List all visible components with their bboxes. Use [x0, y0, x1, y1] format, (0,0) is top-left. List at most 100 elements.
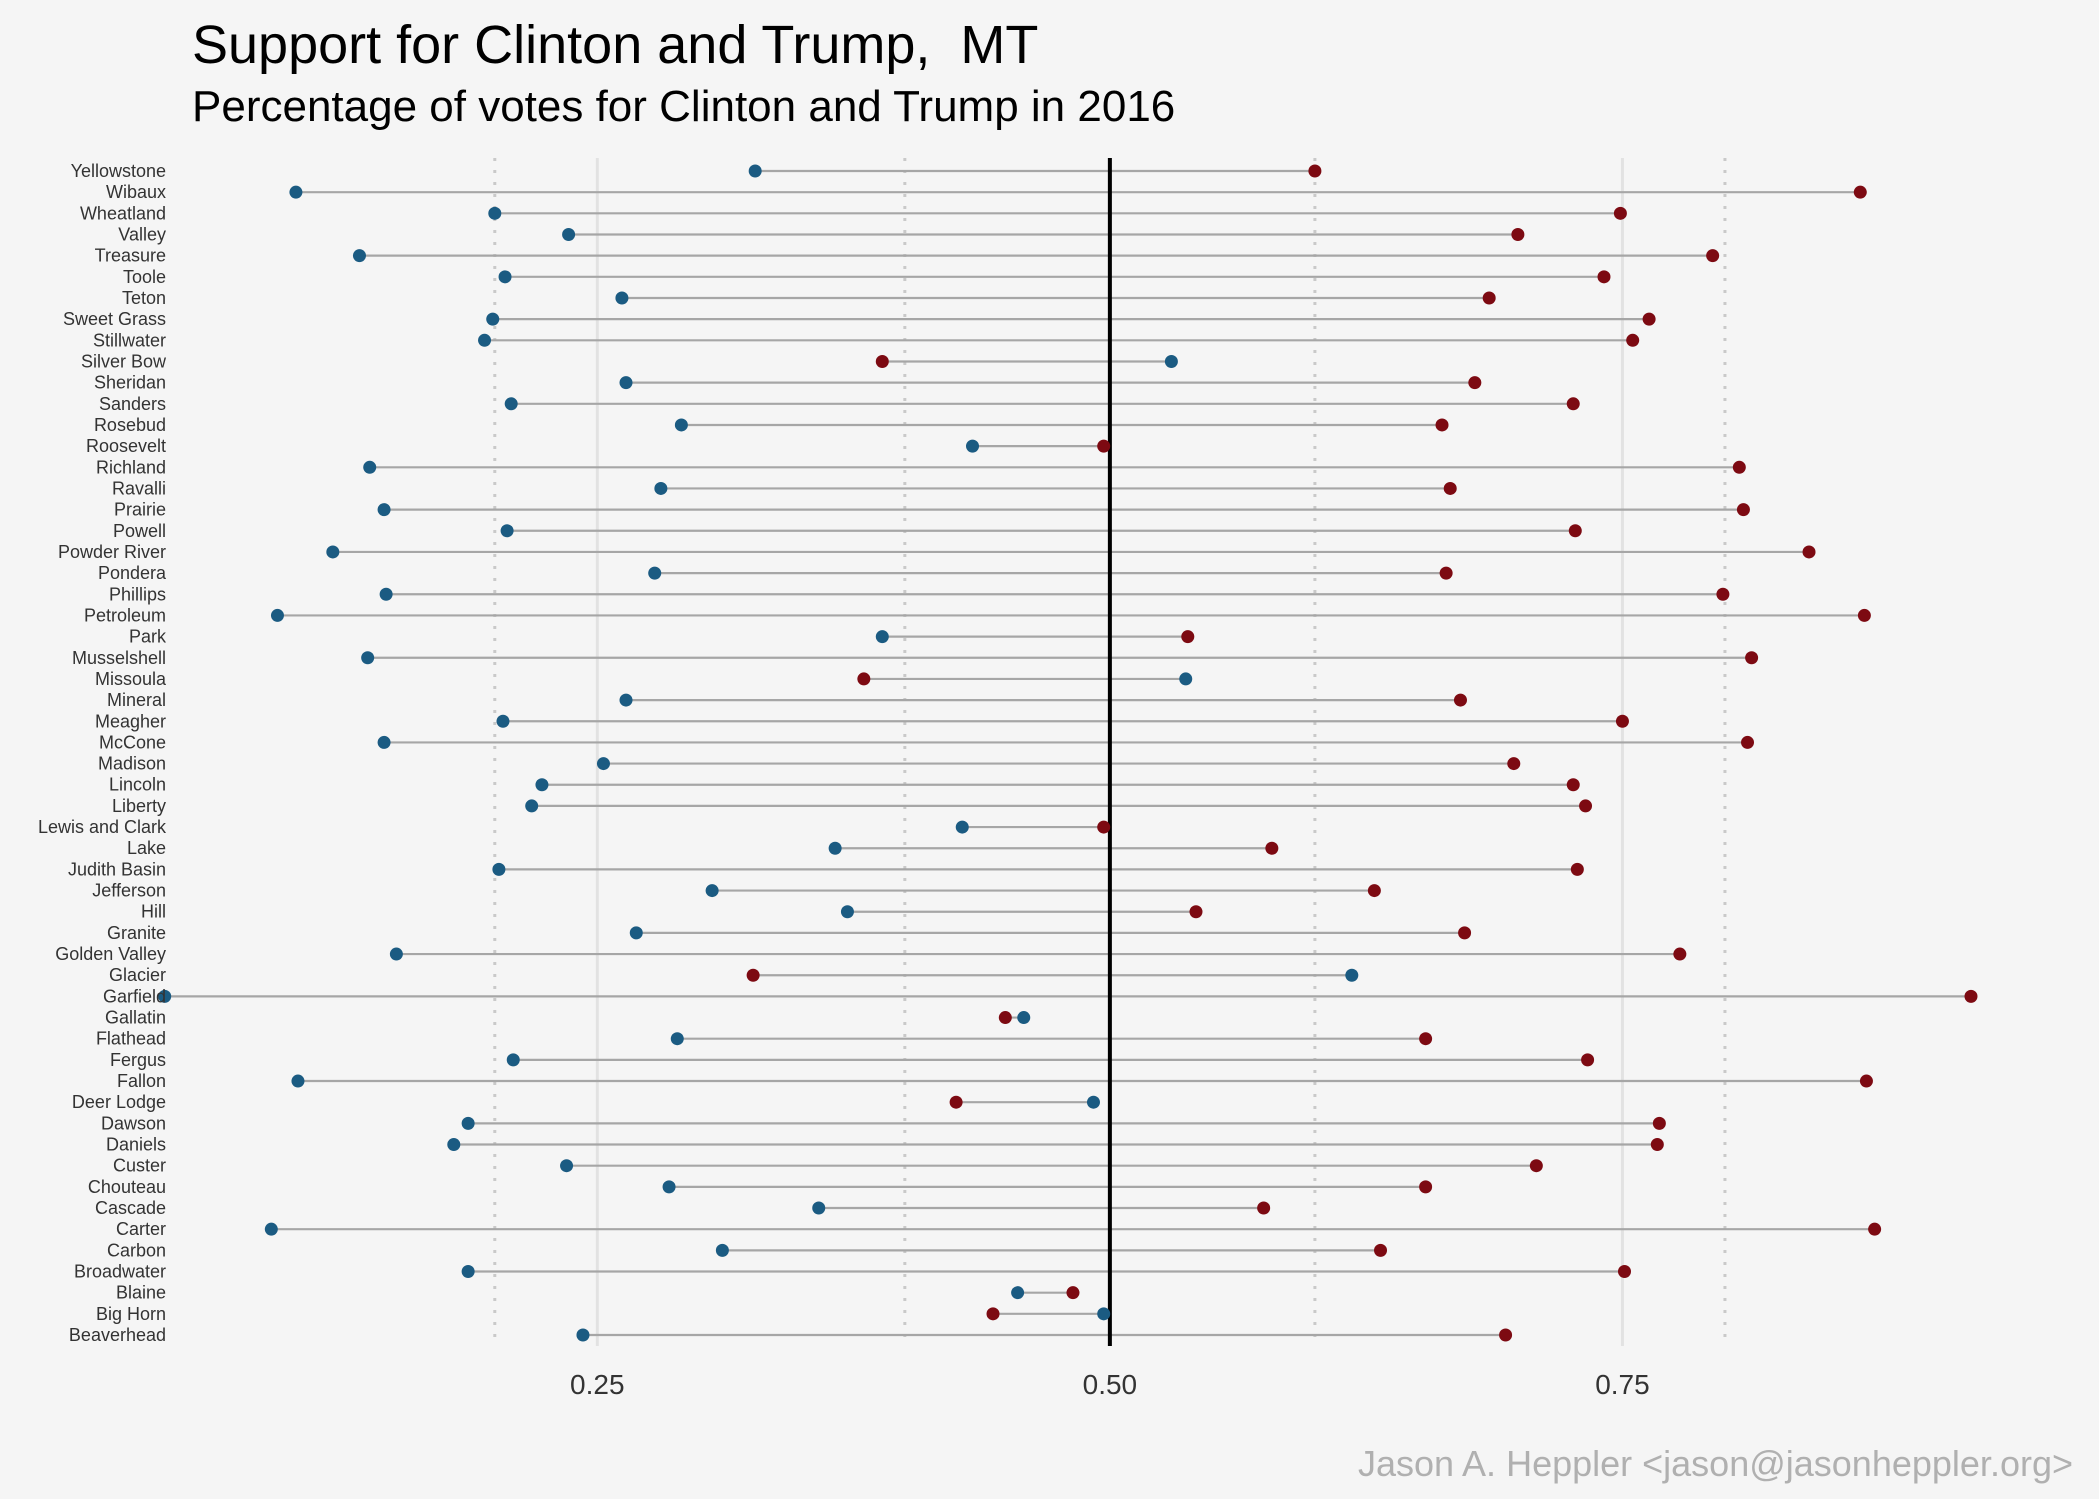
county-label: Blaine	[116, 1283, 166, 1303]
trump-point	[1732, 460, 1746, 474]
county-label: Powell	[113, 521, 166, 541]
clinton-point	[576, 1328, 590, 1342]
clinton-point	[326, 545, 340, 559]
clinton-point	[1345, 968, 1359, 982]
clinton-point	[352, 249, 366, 263]
trump-point	[1853, 185, 1867, 199]
clinton-point	[506, 1053, 520, 1067]
county-label: Richland	[96, 457, 166, 477]
trump-point	[1097, 439, 1111, 453]
clinton-point	[525, 799, 539, 813]
clinton-point	[498, 270, 512, 284]
trump-point	[1308, 164, 1322, 178]
trump-point	[1741, 735, 1755, 749]
county-label: Beaverhead	[69, 1325, 166, 1345]
clinton-point	[492, 862, 506, 876]
clinton-point	[1011, 1286, 1025, 1300]
trump-point	[1419, 1032, 1433, 1046]
clinton-point	[496, 714, 510, 728]
county-label: Valley	[118, 224, 166, 244]
clinton-point	[504, 397, 518, 411]
trump-point	[857, 672, 871, 686]
x-tick-label-layer: 0.25 0.50 0.75	[570, 1369, 1650, 1400]
clinton-point	[461, 1116, 475, 1130]
county-label: Broadwater	[74, 1262, 166, 1282]
county-label: Mineral	[107, 690, 166, 710]
trump-point	[1706, 249, 1720, 263]
clinton-point	[619, 693, 633, 707]
trump-point	[1374, 1243, 1388, 1257]
clinton-point	[955, 820, 969, 834]
county-label: Rosebud	[94, 415, 166, 435]
clinton-point	[674, 418, 688, 432]
county-label: Carbon	[107, 1240, 166, 1260]
clinton-point	[377, 735, 391, 749]
clinton-point	[377, 503, 391, 517]
x-tick-label: 0.25	[570, 1369, 625, 1400]
county-label: Golden Valley	[55, 944, 166, 964]
trump-point	[1581, 1053, 1595, 1067]
trump-point	[1745, 651, 1759, 665]
trump-point	[875, 354, 889, 368]
county-label: Fergus	[110, 1050, 166, 1070]
trump-point	[1435, 418, 1449, 432]
county-label: Granite	[107, 923, 166, 943]
clinton-point	[615, 291, 629, 305]
point-layer	[158, 164, 1978, 1342]
clinton-point	[270, 608, 284, 622]
trump-point	[1613, 206, 1627, 220]
trump-point	[1439, 566, 1453, 580]
county-label: Missoula	[95, 669, 167, 689]
clinton-point	[1017, 1011, 1031, 1025]
trump-point	[1511, 227, 1525, 241]
clinton-point	[389, 947, 403, 961]
chart-subtitle: Percentage of votes for Clinton and Trum…	[192, 82, 1176, 131]
county-label: Hill	[141, 902, 166, 922]
county-label: Musselshell	[72, 648, 166, 668]
county-label: Meagher	[95, 711, 166, 731]
county-label: Garfield	[103, 986, 166, 1006]
county-label: Treasure	[95, 246, 166, 266]
clinton-point	[966, 439, 980, 453]
trump-point	[1859, 1074, 1873, 1088]
county-label: Lincoln	[109, 775, 166, 795]
county-label: Stillwater	[93, 330, 166, 350]
county-label: Wheatland	[80, 203, 166, 223]
clinton-point	[562, 227, 576, 241]
county-label: Sheridan	[94, 373, 166, 393]
trump-point	[1507, 757, 1521, 771]
county-label: Cascade	[95, 1198, 166, 1218]
trump-point	[1615, 714, 1629, 728]
county-label: Lewis and Clark	[38, 817, 167, 837]
clinton-point	[560, 1159, 574, 1173]
clinton-point	[654, 481, 668, 495]
county-label: Custer	[113, 1156, 166, 1176]
county-label: Toole	[123, 267, 166, 287]
trump-point	[1458, 926, 1472, 940]
clinton-point	[289, 185, 303, 199]
clinton-point	[629, 926, 643, 940]
county-label: Roosevelt	[86, 436, 166, 456]
clinton-point	[363, 460, 377, 474]
county-label: Pondera	[98, 563, 167, 583]
category-label-layer: YellowstoneWibauxWheatlandValleyTreasure…	[38, 161, 167, 1345]
segment-layer	[164, 169, 1971, 1337]
county-label: Phillips	[109, 584, 166, 604]
trump-point	[1617, 1265, 1631, 1279]
county-label: Deer Lodge	[72, 1092, 166, 1112]
trump-point	[1419, 1180, 1433, 1194]
clinton-point	[1164, 354, 1178, 368]
clinton-point	[748, 164, 762, 178]
trump-point	[1568, 524, 1582, 538]
county-label: Park	[129, 627, 167, 647]
trump-point	[1597, 270, 1611, 284]
trump-point	[998, 1011, 1012, 1025]
trump-point	[1181, 630, 1195, 644]
county-label: Petroleum	[84, 605, 166, 625]
county-label: Daniels	[106, 1135, 166, 1155]
trump-point	[1468, 376, 1482, 390]
clinton-point	[715, 1243, 729, 1257]
county-label: Dawson	[101, 1113, 166, 1133]
county-label: Fallon	[117, 1071, 166, 1091]
trump-point	[1570, 862, 1584, 876]
